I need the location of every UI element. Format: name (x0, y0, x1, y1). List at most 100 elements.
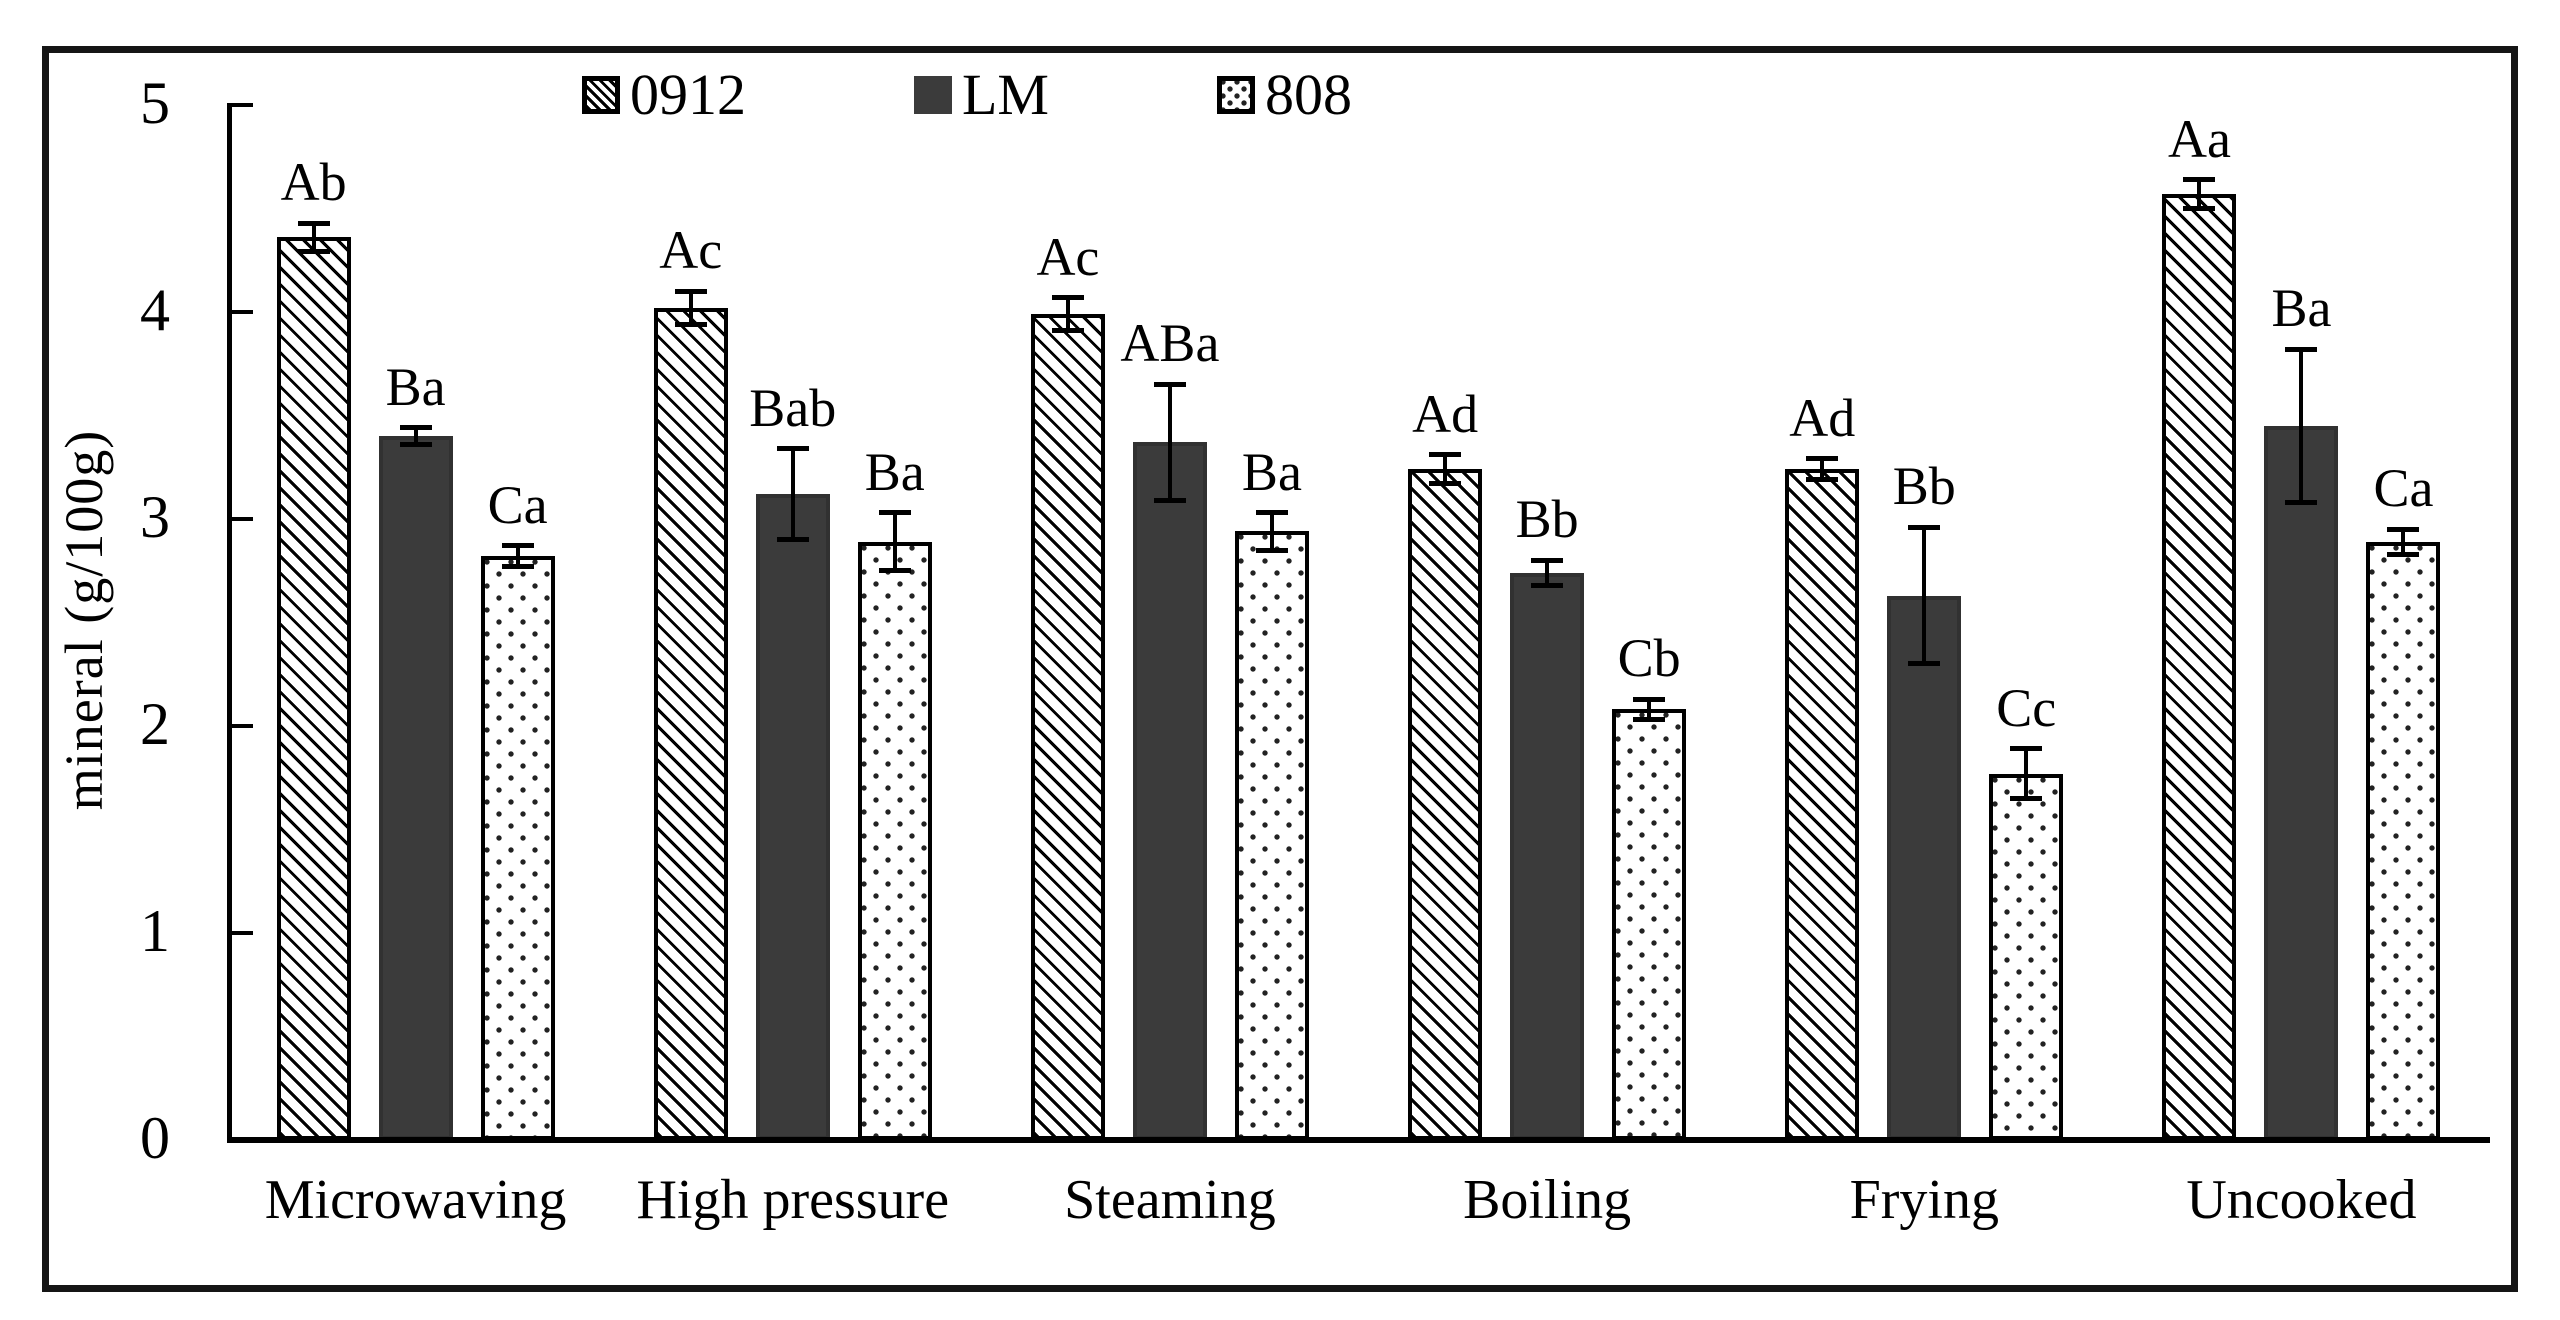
bar-groups: Ab Ba Ca Ac Bab Ba Ac ABa Ba Ad Bb Cb Ad Bb Cc Aa Ba Ca (227, 105, 2490, 1140)
legend-item-LM: LM (914, 66, 1049, 124)
error-bar-line (1167, 384, 1172, 501)
error-bar-cap-bottom (2010, 795, 2043, 801)
bar-group-steaming: Ac ABa Ba (981, 105, 1358, 1140)
error-bar-line (515, 545, 520, 567)
bar-slot-0912-2: Ac (1030, 105, 1105, 1140)
x-axis-line (227, 1137, 2490, 1143)
error-bar-cap-top (501, 543, 534, 549)
error-bar-cap-bottom (2387, 551, 2420, 557)
error-bar-cap-top (2285, 346, 2318, 352)
error-bar-line (1065, 297, 1070, 331)
bar-slot-0912-3: Ad (1408, 105, 1483, 1140)
error-bar-line (413, 427, 418, 445)
significance-letter-808-3: Cb (1617, 628, 1681, 689)
error-bar-line (2197, 179, 2202, 209)
significance-letter-LM-2: ABa (1120, 313, 1220, 374)
x-label-microwaving: Microwaving (264, 1169, 567, 1231)
bar-slot-LM-4: Bb (1887, 105, 1962, 1140)
error-bar-line (2299, 349, 2304, 503)
bar-slot-808-5: Ca (2366, 105, 2441, 1140)
bar-808-high-pressure (857, 541, 932, 1140)
error-bar-cap-bottom (674, 321, 707, 327)
error-bar-cap-bottom (297, 249, 330, 255)
x-label-boiling: Boiling (1463, 1169, 1632, 1231)
x-label-uncooked: Uncooked (2186, 1169, 2417, 1231)
error-bar-line (790, 448, 795, 540)
error-bar-cap-bottom (1633, 717, 1666, 723)
significance-letter-LM-5: Ba (2271, 278, 2332, 339)
error-bar-cap-top (1153, 381, 1186, 387)
plot-area: Ab Ba Ca Ac Bab Ba Ac ABa Ba Ad Bb Cb Ad Bb Cc Aa Ba Ca (227, 103, 2490, 1143)
error-bar-cap-top (1429, 452, 1462, 458)
significance-letter-LM-3: Bb (1515, 489, 1579, 550)
bar-slot-808-4: Cc (1989, 105, 2064, 1140)
bar-0912-microwaving (276, 237, 351, 1140)
error-bar-line (688, 291, 693, 325)
significance-letter-808-1: Ba (864, 441, 925, 502)
bar-LM-uncooked (2264, 425, 2339, 1140)
y-tick-label-3: 3 (140, 484, 170, 550)
significance-letter-0912-1: Ac (659, 220, 723, 281)
bar-slot-0912-1: Ac (653, 105, 728, 1140)
bar-0912-high-pressure (653, 307, 728, 1140)
bar-0912-frying (1785, 469, 1860, 1140)
bar-group-boiling: Ad Bb Cb (1359, 105, 1736, 1140)
significance-letter-LM-4: Bb (1892, 456, 1956, 517)
bar-slot-808-2: Ba (1234, 105, 1309, 1140)
significance-letter-808-5: Ca (2373, 458, 2434, 519)
bar-LM-microwaving (378, 436, 453, 1140)
legend-label-808: 808 (1265, 62, 1352, 127)
error-bar-line (1545, 560, 1550, 586)
bar-0912-boiling (1408, 469, 1483, 1140)
bar-808-uncooked (2366, 541, 2441, 1140)
legend-swatch-LM (914, 76, 952, 114)
y-tick-label-0: 0 (140, 1105, 170, 1171)
error-bar-cap-top (1051, 295, 1084, 301)
x-axis-category-labels: Microwaving High pressure Steaming Boiling F… (227, 1168, 2490, 1232)
error-bar-line (311, 223, 316, 252)
significance-letter-808-2: Ba (1241, 441, 1302, 502)
error-bar-cap-top (1633, 696, 1666, 702)
bar-0912-uncooked (2162, 194, 2237, 1140)
error-bar-cap-bottom (878, 568, 911, 574)
y-axis-tick-3 (227, 517, 253, 521)
error-bar-line (1820, 458, 1825, 480)
x-label-steaming: Steaming (1064, 1169, 1276, 1231)
significance-letter-808-0: Ca (487, 474, 548, 535)
legend: 0912 LM 808 (582, 66, 1352, 124)
bar-808-frying (1989, 773, 2064, 1140)
significance-letter-808-4: Cc (1996, 677, 2057, 738)
error-bar-cap-top (2183, 177, 2216, 183)
y-axis-line (227, 105, 232, 1140)
error-bar-cap-bottom (776, 537, 809, 543)
y-tick-label-5: 5 (140, 70, 170, 136)
error-bar-cap-top (1531, 557, 1564, 563)
figure-border (42, 46, 2518, 1292)
error-bar-cap-bottom (1051, 328, 1084, 334)
legend-item-0912: 0912 (582, 66, 746, 124)
error-bar-line (1443, 454, 1448, 484)
error-bar-line (2024, 748, 2029, 799)
significance-letter-0912-5: Aa (2167, 108, 2231, 169)
bar-0912-steaming (1030, 314, 1105, 1140)
legend-swatch-808 (1217, 76, 1255, 114)
bar-808-steaming (1234, 531, 1309, 1140)
significance-letter-0912-3: Ad (1412, 383, 1479, 444)
error-bar-cap-bottom (1908, 661, 1941, 667)
significance-letter-0912-0: Ab (280, 152, 347, 212)
y-axis-tick-5 (227, 103, 253, 107)
legend-label-LM: LM (962, 62, 1049, 127)
bar-slot-808-0: Ca (480, 105, 555, 1140)
error-bar-cap-bottom (1153, 497, 1186, 503)
y-tick-label-4: 4 (140, 277, 170, 343)
error-bar-line (1647, 699, 1652, 720)
error-bar-cap-bottom (1429, 481, 1462, 487)
bar-LM-high-pressure (755, 494, 830, 1140)
error-bar-cap-top (878, 510, 911, 516)
error-bar-line (892, 512, 897, 571)
significance-letter-0912-2: Ac (1036, 226, 1100, 287)
bar-LM-boiling (1510, 572, 1585, 1140)
y-axis-tick-2 (227, 724, 253, 728)
error-bar-cap-top (297, 220, 330, 226)
